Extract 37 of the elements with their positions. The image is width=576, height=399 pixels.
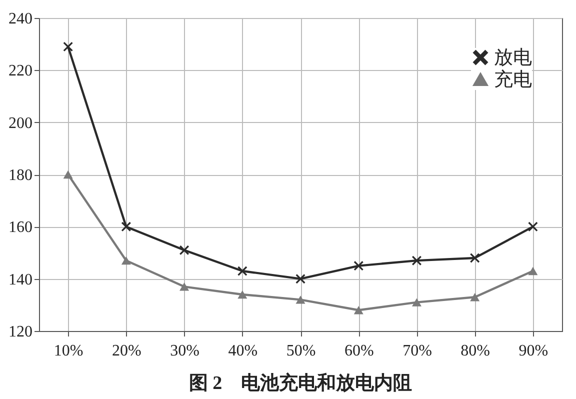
text: 图 2 电池充电和放电内阻 bbox=[188, 372, 412, 394]
point bbox=[121, 222, 131, 232]
point bbox=[354, 261, 364, 271]
x-tick-label: 10% bbox=[54, 342, 84, 360]
x-tick-label: 40% bbox=[228, 342, 258, 360]
point bbox=[296, 274, 306, 284]
y-tick-label: 160 bbox=[8, 219, 32, 236]
point bbox=[528, 222, 538, 232]
x-tick-label: 50% bbox=[286, 342, 316, 360]
x-tick-label: 80% bbox=[460, 342, 490, 360]
point bbox=[238, 266, 248, 276]
point bbox=[180, 282, 190, 291]
x-tick-label: 20% bbox=[112, 342, 142, 360]
y-tick-label: 220 bbox=[8, 62, 32, 80]
y-tick-label: 240 bbox=[8, 10, 32, 28]
point bbox=[121, 256, 131, 265]
legend-label: 充电 bbox=[494, 68, 532, 90]
x-tick-label: 60% bbox=[344, 342, 374, 360]
point bbox=[470, 292, 480, 302]
point bbox=[63, 42, 73, 52]
x-tick-label: 70% bbox=[402, 342, 432, 360]
x-tick-label: 30% bbox=[170, 342, 200, 360]
point bbox=[296, 296, 306, 304]
y-tick-label: 120 bbox=[8, 324, 32, 340]
y-tick-label: 140 bbox=[8, 271, 32, 288]
y-tick-label: 200 bbox=[8, 114, 32, 132]
y-tick-label: 180 bbox=[8, 167, 32, 184]
point bbox=[412, 298, 422, 306]
point bbox=[238, 290, 248, 299]
point bbox=[528, 266, 538, 276]
legend-label: 放电 bbox=[494, 48, 532, 68]
point bbox=[412, 256, 422, 266]
point bbox=[63, 170, 73, 179]
point bbox=[354, 306, 364, 314]
x-tick-label: 90% bbox=[518, 342, 548, 360]
point bbox=[180, 245, 190, 255]
point bbox=[470, 253, 480, 263]
